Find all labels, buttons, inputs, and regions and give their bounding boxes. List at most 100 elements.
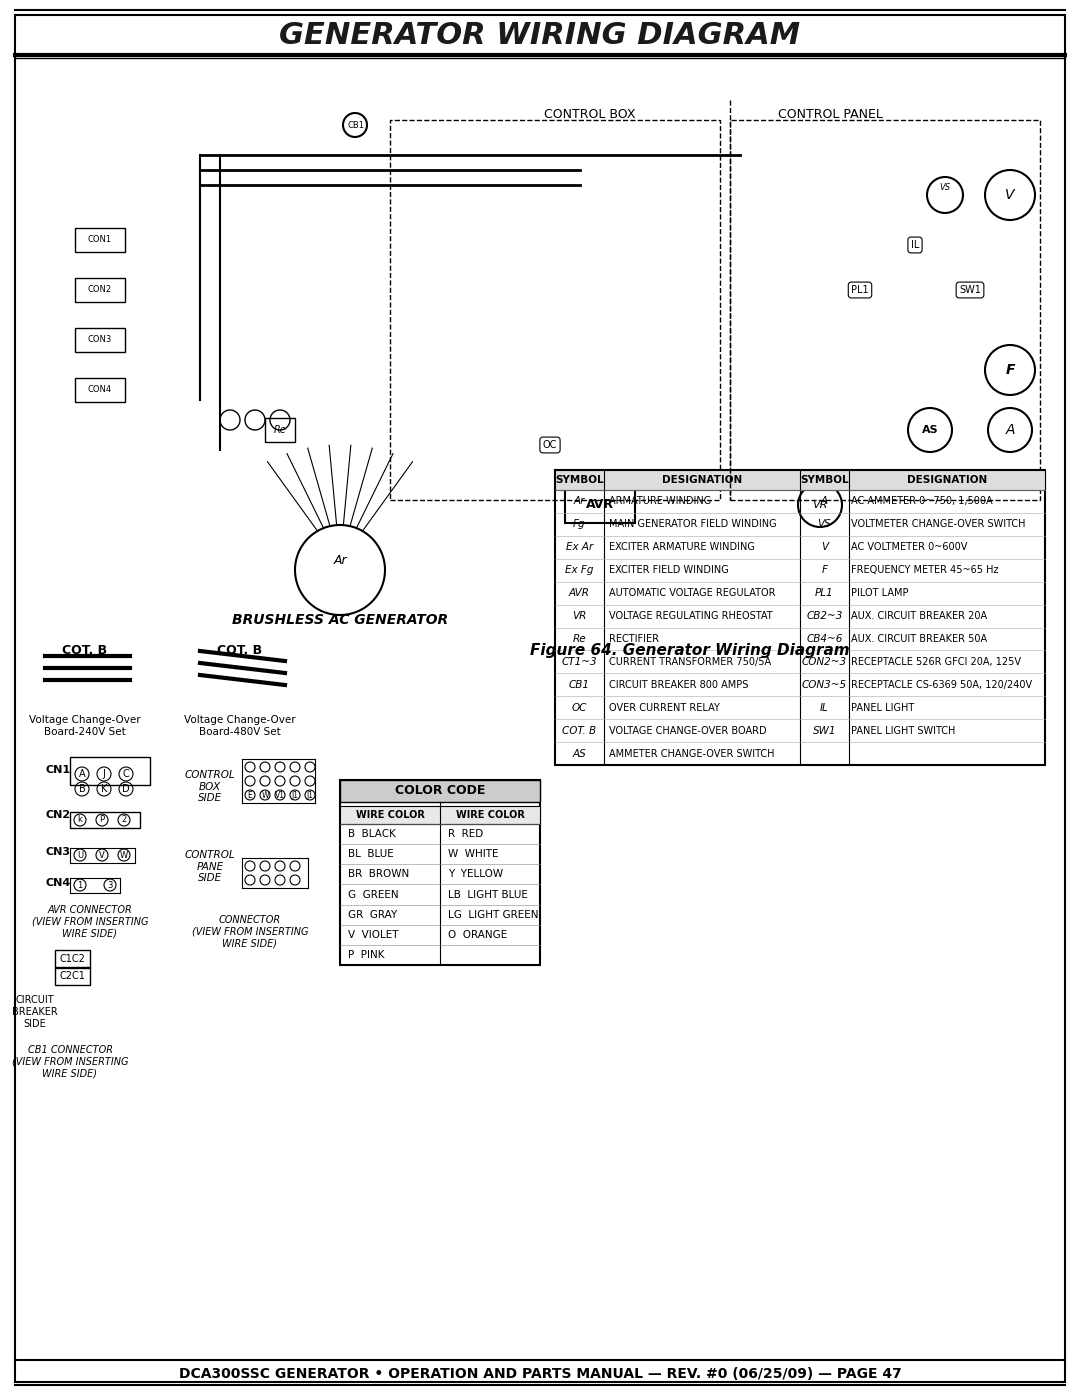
Text: RECEPTACLE 526R GFCI 20A, 125V: RECEPTACLE 526R GFCI 20A, 125V [851, 657, 1022, 666]
Text: CN3: CN3 [45, 847, 70, 856]
Text: PANEL LIGHT: PANEL LIGHT [851, 703, 915, 712]
Bar [555, 469, 1045, 766]
Text: PL1: PL1 [851, 285, 868, 295]
Text: CON2: CON2 [87, 285, 112, 295]
Text: P: P [99, 816, 105, 824]
Text: BL  BLUE: BL BLUE [348, 849, 394, 859]
Text: VS: VS [940, 183, 950, 191]
Text: C: C [123, 768, 130, 780]
Text: A: A [1005, 423, 1015, 437]
Text: F: F [822, 566, 827, 576]
Text: CONTROL BOX: CONTROL BOX [544, 109, 636, 122]
Text: CONNECTOR
(VIEW FROM INSERTING
WIRE SIDE): CONNECTOR (VIEW FROM INSERTING WIRE SIDE… [192, 915, 308, 949]
Text: SYMBOL: SYMBOL [800, 475, 849, 485]
Text: Ar: Ar [334, 553, 347, 567]
Bar [55, 967, 90, 985]
Bar [75, 379, 125, 402]
Text: WIRE COLOR: WIRE COLOR [456, 810, 525, 820]
Text: B: B [79, 784, 85, 793]
Text: COLOR CODE: COLOR CODE [395, 785, 485, 798]
Text: AUX. CIRCUIT BREAKER 50A: AUX. CIRCUIT BREAKER 50A [851, 634, 987, 644]
Text: RECEPTACLE CS-6369 50A, 120/240V: RECEPTACLE CS-6369 50A, 120/240V [851, 680, 1032, 690]
Text: COT. B: COT. B [563, 725, 596, 736]
Text: VOLTAGE CHANGE-OVER BOARD: VOLTAGE CHANGE-OVER BOARD [609, 725, 767, 736]
Text: W  WHITE: W WHITE [448, 849, 499, 859]
Text: AC VOLTMETER 0~600V: AC VOLTMETER 0~600V [851, 542, 968, 552]
Text: U: U [77, 851, 83, 859]
Text: CONTROL
PANE
SIDE: CONTROL PANE SIDE [185, 849, 235, 883]
Text: VOLTAGE REGULATING RHEOSTAT: VOLTAGE REGULATING RHEOSTAT [609, 610, 772, 622]
Text: SYMBOL: SYMBOL [555, 475, 604, 485]
Text: VR: VR [572, 610, 586, 622]
Text: BRUSHLESS AC GENERATOR: BRUSHLESS AC GENERATOR [232, 613, 448, 627]
Text: FREQUENCY METER 45~65 Hz: FREQUENCY METER 45~65 Hz [851, 566, 999, 576]
Text: SIDE: SIDE [24, 1018, 46, 1030]
Text: CON3~5: CON3~5 [802, 680, 847, 690]
Text: J1: J1 [292, 791, 298, 799]
Text: COT. B: COT. B [217, 644, 262, 657]
Text: AVR CONNECTOR
(VIEW FROM INSERTING
WIRE SIDE): AVR CONNECTOR (VIEW FROM INSERTING WIRE … [31, 905, 148, 939]
Text: DESIGNATION: DESIGNATION [907, 475, 987, 485]
Text: VR: VR [812, 500, 827, 510]
Text: GENERATOR WIRING DIAGRAM: GENERATOR WIRING DIAGRAM [280, 21, 800, 49]
Text: CIRCUIT BREAKER 800 AMPS: CIRCUIT BREAKER 800 AMPS [609, 680, 748, 690]
Text: PL1: PL1 [815, 588, 834, 598]
Text: D: D [122, 784, 130, 793]
Text: CB1 CONNECTOR
(VIEW FROM INSERTING
WIRE SIDE): CB1 CONNECTOR (VIEW FROM INSERTING WIRE … [12, 1045, 129, 1078]
Text: E: E [247, 791, 253, 799]
Text: W: W [120, 851, 129, 859]
Text: Fg: Fg [573, 520, 585, 529]
Text: CT1~3: CT1~3 [562, 657, 597, 666]
Text: RECTIFIER: RECTIFIER [609, 634, 659, 644]
Text: CB4~6: CB4~6 [807, 634, 842, 644]
Text: CB1: CB1 [348, 120, 365, 130]
Text: CON4: CON4 [87, 386, 112, 394]
Text: V  VIOLET: V VIOLET [348, 930, 399, 940]
Text: OC: OC [571, 703, 588, 712]
Text: CB2~3: CB2~3 [807, 610, 842, 622]
Bar [265, 418, 295, 441]
Text: Ar: Ar [573, 496, 585, 507]
Text: CON1: CON1 [87, 236, 112, 244]
Text: CURRENT TRANSFORMER 750/5A: CURRENT TRANSFORMER 750/5A [609, 657, 771, 666]
Text: C2C1: C2C1 [59, 971, 85, 981]
Text: PANEL LIGHT SWITCH: PANEL LIGHT SWITCH [851, 725, 956, 736]
Text: AC AMMETER 0~750, 1,500A: AC AMMETER 0~750, 1,500A [851, 496, 994, 507]
Bar [70, 812, 140, 828]
Text: CN1: CN1 [45, 766, 70, 775]
Text: K: K [100, 784, 107, 793]
Text: CN2: CN2 [45, 810, 70, 820]
Text: A: A [821, 496, 828, 507]
Text: Voltage Change-Over
Board-240V Set: Voltage Change-Over Board-240V Set [29, 715, 140, 736]
Text: SW1: SW1 [813, 725, 836, 736]
Bar [75, 278, 125, 302]
Text: COT. B: COT. B [63, 644, 108, 657]
Text: AMMETER CHANGE-OVER SWITCH: AMMETER CHANGE-OVER SWITCH [609, 749, 774, 759]
Text: AS: AS [921, 425, 939, 434]
Text: AVR: AVR [569, 588, 590, 598]
Text: DCA300SSC GENERATOR • OPERATION AND PARTS MANUAL — REV. #0 (06/25/09) — PAGE 47: DCA300SSC GENERATOR • OPERATION AND PART… [178, 1368, 902, 1382]
Bar [340, 806, 540, 824]
Text: J: J [103, 768, 106, 780]
Text: 3: 3 [107, 880, 112, 890]
Text: O  ORANGE: O ORANGE [448, 930, 508, 940]
Text: BREAKER: BREAKER [12, 1007, 58, 1017]
Text: B  BLACK: B BLACK [348, 828, 396, 840]
Text: 1: 1 [78, 880, 83, 890]
Text: IL: IL [820, 703, 828, 712]
Text: OC: OC [543, 440, 557, 450]
Text: Ex Fg: Ex Fg [565, 566, 594, 576]
Text: CB1: CB1 [569, 680, 590, 690]
Text: F: F [1005, 363, 1015, 377]
Text: VOLTMETER CHANGE-OVER SWITCH: VOLTMETER CHANGE-OVER SWITCH [851, 520, 1026, 529]
Bar [555, 469, 1045, 490]
Text: WIRE COLOR: WIRE COLOR [355, 810, 424, 820]
Bar [70, 757, 150, 785]
Text: CON3: CON3 [87, 335, 112, 345]
Bar [75, 328, 125, 352]
Text: C1C2: C1C2 [59, 954, 85, 964]
Text: CN4: CN4 [45, 877, 70, 888]
Text: DESIGNATION: DESIGNATION [662, 475, 742, 485]
Text: Voltage Change-Over
Board-480V Set: Voltage Change-Over Board-480V Set [185, 715, 296, 736]
Text: EXCITER FIELD WINDING: EXCITER FIELD WINDING [609, 566, 729, 576]
